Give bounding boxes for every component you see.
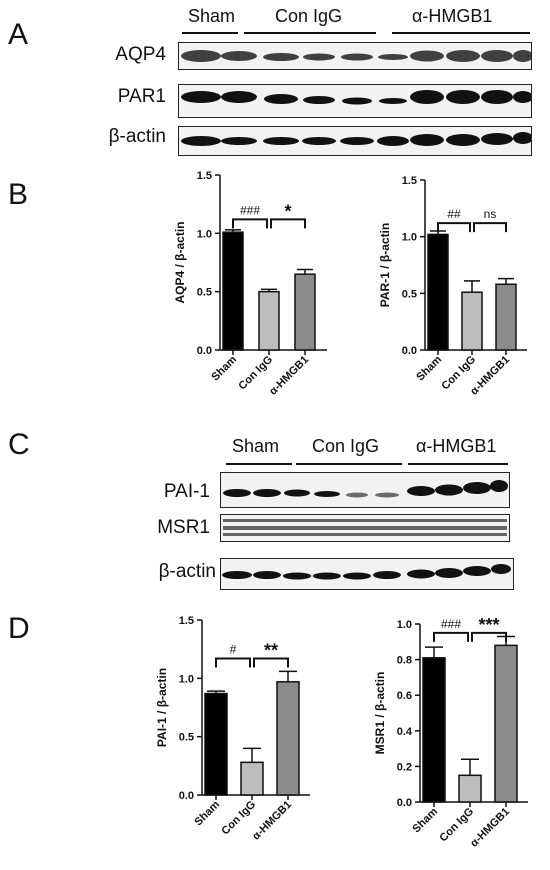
chart-aqp4-bar-2 — [294, 273, 316, 351]
chart-pai1-y-tick-label: 1.5 — [179, 615, 194, 627]
blot-a-group-sham: Sham — [188, 6, 236, 26]
chart-msr1-significance-bracket-0 — [433, 631, 469, 642]
chart-pai1-significance-label-1: ** — [264, 641, 278, 661]
chart-par1-y-tick-label: 1.0 — [402, 232, 417, 244]
blot-c-group-con-igg: Con IgG — [312, 436, 380, 456]
chart-par1-y-tick-label: 0.5 — [402, 288, 417, 300]
blot-c-bands-pai1 — [223, 480, 508, 498]
blot-a-row-label-aqp4: AQP4 — [115, 44, 166, 65]
blot-c-underline-hmgb1 — [408, 463, 508, 465]
chart-par1-bar-0 — [427, 233, 449, 351]
blot-a-underline-hmgb1 — [392, 32, 530, 34]
chart-pai1-significance-bracket-0 — [215, 657, 251, 668]
blot-c-bands-msr1 — [223, 519, 507, 536]
chart-pai1-y-tick-label: 0.5 — [179, 732, 194, 744]
panel-letter-d: D — [8, 612, 30, 645]
panel-letter-a: A — [8, 18, 29, 51]
chart-aqp4-bar-0 — [222, 231, 244, 351]
chart-pai1-y-tick-label: 0.0 — [179, 790, 194, 802]
chart-msr1-bar-1 — [458, 774, 482, 803]
blot-c-strip-beta-actin — [220, 558, 514, 590]
chart-msr1-significance-label-1: *** — [478, 615, 499, 635]
blot-a-bands-par1 — [181, 90, 531, 105]
chart-pai1-bar-0 — [204, 692, 228, 796]
chart-aqp4-y-axis-label: AQP4 / β-actin — [173, 221, 187, 303]
chart-aqp4-significance-bracket-0 — [232, 218, 268, 229]
chart-msr1-category-label-0: Sham — [410, 805, 440, 835]
chart-aqp4-y-tick-label: 1.0 — [197, 228, 212, 240]
chart-aqp4-significance-bracket-1 — [270, 218, 306, 229]
chart-par1-bar-1 — [461, 291, 483, 351]
panel-letter-c: C — [8, 428, 30, 461]
chart-pai1-y-axis-label: PAI-1 / β-actin — [155, 668, 169, 747]
chart-par1-y-axis-label: PAR-1 / β-actin — [378, 223, 392, 307]
blot-a-row-label-par1: PAR1 — [117, 86, 166, 107]
blot-a-strip-beta-actin — [178, 126, 532, 156]
panel-letter-b: B — [8, 178, 29, 211]
chart-msr1-y-tick-label: 0.8 — [397, 655, 412, 667]
chart-par1-bar-2 — [495, 283, 517, 351]
chart-par1-y-tick-label: 0.0 — [402, 345, 417, 357]
blot-a-bands-aqp4 — [181, 50, 531, 62]
chart-msr1-y-tick-label: 0.0 — [397, 797, 412, 809]
chart-msr1-y-tick-label: 0.4 — [397, 726, 413, 738]
blot-c-underline-con-igg — [296, 463, 402, 465]
chart-aqp4-category-label-0: Sham — [209, 353, 239, 383]
blot-c-strip-pai1 — [220, 472, 510, 508]
blot-a-underline-sham — [182, 32, 238, 34]
chart-pai1-y-tick-label: 1.0 — [179, 673, 194, 685]
chart-aqp4-y-tick-label: 0.5 — [197, 287, 212, 299]
blot-a-group-con-igg: Con IgG — [275, 6, 343, 26]
chart-msr1-y-axis-label: MSR1 / β-actin — [373, 672, 387, 755]
chart-par1-significance-bracket-1 — [473, 222, 507, 233]
chart-aqp4-category-label-2: α-HMGB1 — [267, 354, 311, 398]
blot-c-group-hmgb1: α-HMGB1 — [416, 436, 497, 456]
chart-par1-significance-label-0: ## — [447, 207, 461, 221]
blot-a-strip-aqp4 — [178, 42, 532, 70]
chart-pai1-bar-1 — [240, 761, 264, 796]
chart-pai1-significance-bracket-1 — [253, 657, 289, 668]
blot-a-bands-beta-actin — [181, 132, 531, 146]
blot-c-row-label-pai1: PAI-1 — [163, 481, 210, 502]
chart-msr1-significance-bracket-1 — [471, 631, 507, 642]
chart-pai1-significance-label-0: # — [230, 643, 237, 657]
blot-a-row-label-beta-actin: β-actin — [108, 126, 166, 147]
chart-msr1-category-label-2: α-HMGB1 — [468, 806, 512, 850]
blot-a-underline-con-igg — [244, 32, 376, 34]
chart-aqp4-significance-label-1: * — [284, 201, 291, 221]
blot-c-group-sham: Sham — [232, 436, 280, 456]
blot-c-row-label-msr1: MSR1 — [157, 517, 210, 538]
blot-c-row-label-beta-actin: β-actin — [158, 561, 216, 582]
blot-c-underline-sham — [226, 463, 292, 465]
blot-a-strip-par1 — [178, 84, 532, 118]
chart-par1-category-label-0: Sham — [414, 353, 444, 383]
chart-pai1-category-label-0: Sham — [192, 798, 222, 828]
blot-c-bands-beta-actin — [222, 564, 511, 580]
blot-a-group-hmgb1: α-HMGB1 — [412, 6, 493, 26]
chart-msr1-y-tick-label: 0.2 — [397, 761, 412, 773]
chart-aqp4-y-tick-label: 1.5 — [197, 170, 212, 182]
chart-par1-y-tick-label: 1.5 — [402, 175, 417, 187]
chart-pai1-bar-2 — [276, 681, 300, 796]
chart-msr1-bar-0 — [422, 657, 446, 803]
chart-pai1-category-label-2: α-HMGB1 — [250, 799, 294, 843]
chart-aqp4-bar-1 — [258, 290, 280, 351]
chart-msr1-significance-label-0: ### — [441, 617, 461, 631]
chart-msr1-bar-2 — [494, 644, 518, 803]
blot-c-strip-msr1 — [220, 514, 510, 542]
chart-aqp4-y-tick-label: 0.0 — [197, 345, 212, 357]
chart-msr1-y-tick-label: 1.0 — [397, 619, 412, 631]
chart-msr1-y-tick-label: 0.6 — [397, 690, 412, 702]
chart-aqp4-significance-label-0: ### — [240, 203, 260, 217]
chart-par1-significance-bracket-0 — [437, 222, 471, 233]
chart-par1-significance-label-1: ns — [484, 207, 497, 221]
